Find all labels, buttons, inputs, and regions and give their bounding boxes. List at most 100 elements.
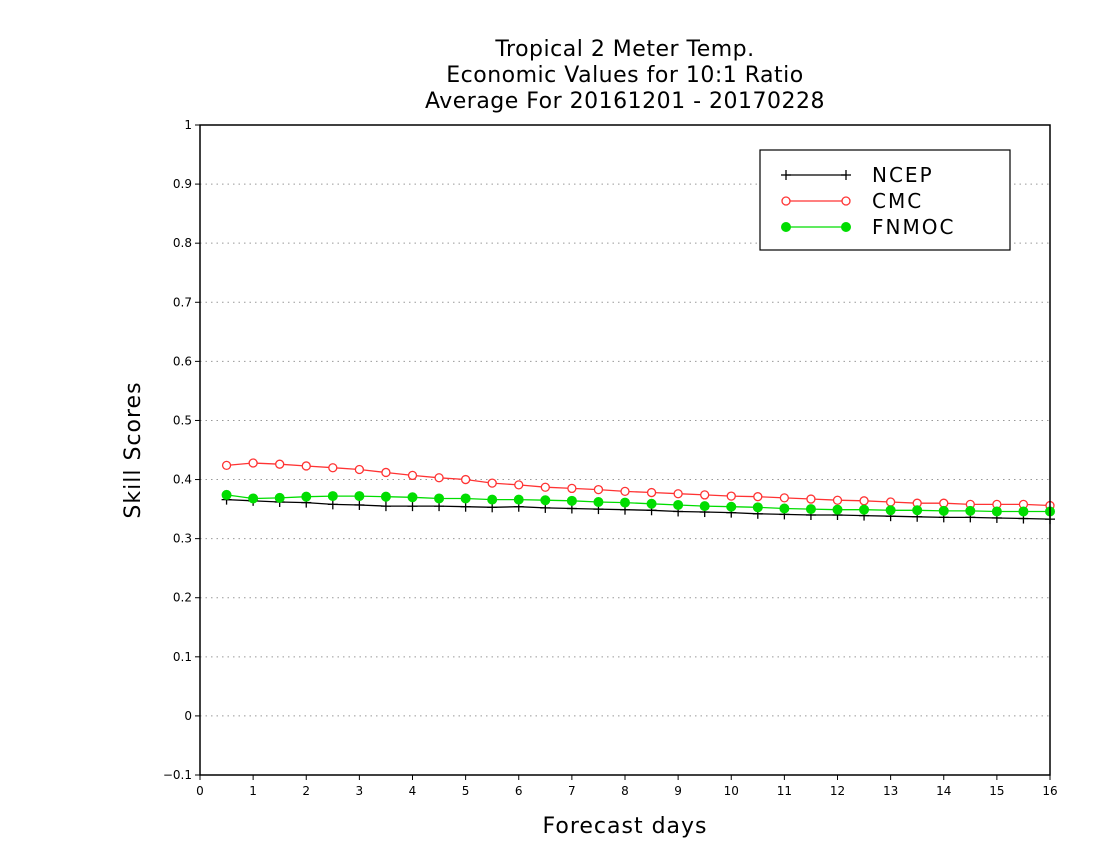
- y-tick-label: −0.1: [163, 768, 192, 782]
- legend-box: [759, 149, 1011, 251]
- data-point-fnmoc: [380, 491, 391, 502]
- data-point-cmc: [328, 463, 338, 473]
- data-point-fnmoc: [566, 495, 577, 506]
- y-tick-label: 0.5: [173, 413, 192, 427]
- x-tick-label: 15: [989, 784, 1004, 798]
- data-point-cmc: [540, 482, 550, 492]
- data-point-cmc: [646, 487, 657, 498]
- y-tick-label: 0.2: [173, 591, 192, 605]
- data-point-fnmoc: [540, 495, 551, 506]
- data-point-fnmoc: [221, 489, 232, 500]
- data-point-fnmoc: [991, 506, 1002, 517]
- x-tick-label: 1: [249, 784, 257, 798]
- x-axis-label: Forecast days: [542, 814, 707, 839]
- gridlines: [200, 183, 1050, 717]
- x-tick-label: 3: [356, 784, 364, 798]
- data-point-fnmoc: [859, 504, 870, 515]
- data-point-cmc: [460, 474, 471, 485]
- data-point-fnmoc: [248, 493, 259, 504]
- legend-label-cmc: CMC: [872, 189, 923, 213]
- y-tick-label: 0: [184, 709, 192, 723]
- data-point-cmc: [487, 478, 497, 488]
- data-point-cmc: [354, 464, 365, 475]
- y-tick-label: 0.7: [173, 295, 192, 309]
- data-point-cmc: [726, 491, 736, 501]
- data-point-cmc: [673, 489, 683, 499]
- data-point-cmc: [620, 486, 630, 497]
- data-point-fnmoc: [699, 501, 710, 512]
- y-tick-label: 0.4: [173, 473, 192, 487]
- legend-marker-cmc: [781, 196, 791, 206]
- x-tick-label: 11: [777, 784, 792, 798]
- legend-marker-fnmoc: [841, 222, 851, 232]
- data-point-cmc: [832, 495, 843, 505]
- y-tick-label: 0.3: [173, 532, 192, 546]
- x-tick-label: 16: [1042, 784, 1057, 798]
- data-point-fnmoc: [912, 505, 923, 516]
- data-point-fnmoc: [1018, 506, 1029, 517]
- legend-entry-cmc: CMC: [781, 189, 923, 213]
- data-point-fnmoc: [407, 492, 418, 503]
- x-tick-label: 8: [621, 784, 629, 798]
- data-point-cmc: [248, 458, 258, 468]
- legend-entry-ncep: NCEP: [781, 163, 934, 187]
- data-point-cmc: [407, 470, 418, 481]
- chart-title-line-1: Tropical 2 Meter Temp.: [495, 37, 755, 62]
- data-point-cmc: [779, 493, 790, 503]
- data-point-cmc: [567, 483, 577, 494]
- x-tick-label: 0: [196, 784, 204, 798]
- data-point-fnmoc: [752, 502, 763, 513]
- series-fnmoc: [221, 489, 1055, 517]
- x-tick-label: 7: [568, 784, 576, 798]
- y-axis-label: Skill Scores: [121, 381, 146, 518]
- data-point-fnmoc: [646, 498, 657, 509]
- legend-marker-cmc: [841, 196, 851, 206]
- data-point-fnmoc: [885, 505, 896, 516]
- data-point-cmc: [301, 461, 311, 471]
- y-tick-label: 0.6: [173, 354, 192, 368]
- data-point-cmc: [221, 460, 232, 471]
- legend-label-fnmoc: FNMOC: [872, 215, 955, 239]
- data-point-fnmoc: [593, 497, 604, 507]
- data-point-cmc: [700, 490, 710, 500]
- data-point-cmc: [859, 496, 869, 506]
- data-point-ncep: [354, 499, 365, 510]
- data-point-ncep: [380, 501, 391, 512]
- ticks: −0.100.10.20.30.40.50.60.70.80.910 1 2 3 4 5 6…: [163, 118, 1058, 798]
- legend-marker-fnmoc: [781, 222, 791, 232]
- x-tick-label: 6: [515, 784, 523, 798]
- data-point-fnmoc: [673, 499, 684, 510]
- y-tick-label: 0.8: [173, 236, 192, 250]
- series-line-ncep: [226, 498, 1051, 520]
- data-point-fnmoc: [620, 497, 630, 508]
- data-point-cmc: [514, 480, 524, 490]
- data-point-cmc: [885, 497, 896, 507]
- data-point-fnmoc: [487, 494, 498, 505]
- data-point-cmc: [593, 484, 604, 495]
- series-line-cmc: [226, 462, 1051, 507]
- data-point-fnmoc: [805, 504, 816, 515]
- data-point-fnmoc: [832, 504, 843, 515]
- data-point-cmc: [753, 492, 763, 502]
- chart-title-line-3: Average For 20161201 - 20170228: [424, 89, 826, 114]
- y-tick-label: 0.9: [173, 177, 192, 191]
- legend-label-ncep: NCEP: [872, 163, 934, 187]
- data-point-fnmoc: [965, 505, 976, 516]
- series-ncep: [221, 494, 1055, 525]
- data-point-fnmoc: [460, 493, 471, 504]
- data-point-ncep: [407, 501, 418, 512]
- series-cmc: [221, 458, 1055, 511]
- data-point-cmc: [806, 494, 816, 504]
- data-point-fnmoc: [327, 491, 338, 502]
- y-tick-label: 1: [184, 118, 192, 132]
- x-tick-label: 14: [936, 784, 951, 798]
- data-point-fnmoc: [779, 503, 790, 514]
- data-point-fnmoc: [938, 505, 949, 516]
- data-point-fnmoc: [274, 492, 285, 503]
- data-point-fnmoc: [434, 493, 445, 504]
- x-tick-label: 12: [830, 784, 845, 798]
- legend-entry-fnmoc: FNMOC: [781, 215, 955, 239]
- x-tick-label: 10: [724, 784, 739, 798]
